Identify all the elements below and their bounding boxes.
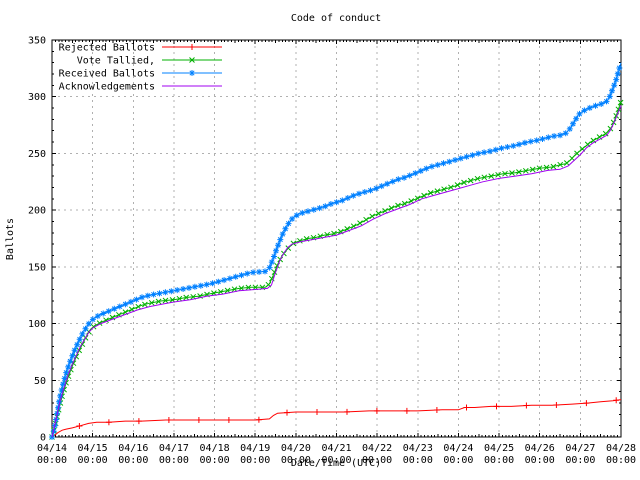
x-tick-time: 00:00 xyxy=(362,455,392,466)
x-tick-time: 00:00 xyxy=(118,455,148,466)
x-tick-date: 04/28 xyxy=(606,443,636,454)
legend-marker-icon-0 xyxy=(189,44,195,50)
legend: Rejected Ballots Vote Tallied, Received Ba… xyxy=(59,43,222,93)
x-tick-time: 00:00 xyxy=(200,455,230,466)
x-tick-time: 00:00 xyxy=(606,455,636,466)
x-tick-time: 00:00 xyxy=(565,455,595,466)
axis-tick-labels: 04/1400:0004/1500:0004/1600:0004/1700:00… xyxy=(28,36,636,467)
x-tick-date: 04/20 xyxy=(281,443,311,454)
y-tick-label: 100 xyxy=(28,319,46,330)
series-line-3 xyxy=(51,105,622,438)
x-tick-time: 00:00 xyxy=(321,455,351,466)
x-axis-label: Date/Time (UTC) xyxy=(291,458,381,469)
legend-label-2: Received Ballots xyxy=(59,69,155,80)
x-tick-date: 04/14 xyxy=(37,443,67,454)
legend-label-0: Rejected Ballots xyxy=(59,43,155,54)
plot-border xyxy=(51,39,622,438)
legend-marker-icon-2 xyxy=(189,70,195,76)
x-tick-time: 00:00 xyxy=(78,455,108,466)
x-tick-time: 00:00 xyxy=(525,455,555,466)
data-series xyxy=(49,62,624,440)
x-tick-date: 04/15 xyxy=(78,443,108,454)
y-tick-label: 200 xyxy=(28,206,46,217)
y-tick-label: 350 xyxy=(28,36,46,47)
x-tick-date: 04/25 xyxy=(484,443,514,454)
x-tick-date: 04/27 xyxy=(565,443,595,454)
x-tick-date: 04/21 xyxy=(321,443,351,454)
x-tick-time: 00:00 xyxy=(484,455,514,466)
y-axis-label: Ballots xyxy=(5,218,16,260)
y-tick-label: 50 xyxy=(34,376,46,387)
y-tick-label: 0 xyxy=(40,433,46,444)
x-tick-time: 00:00 xyxy=(240,455,270,466)
y-tick-label: 250 xyxy=(28,149,46,160)
legend-label-3: Acknowledgements xyxy=(59,82,155,93)
legend-label-1: Vote Tallied, xyxy=(77,56,155,67)
chart-title: Code of conduct xyxy=(291,13,381,24)
x-tick-date: 04/18 xyxy=(200,443,230,454)
x-tick-time: 00:00 xyxy=(281,455,311,466)
grid-lines xyxy=(52,40,621,437)
x-tick-date: 04/22 xyxy=(362,443,392,454)
x-tick-date: 04/23 xyxy=(403,443,433,454)
y-tick-label: 300 xyxy=(28,92,46,103)
series-markers-2 xyxy=(49,65,623,440)
legend-marker-icon-1 xyxy=(189,57,195,63)
x-tick-time: 00:00 xyxy=(443,455,473,466)
x-tick-date: 04/19 xyxy=(240,443,270,454)
x-tick-time: 00:00 xyxy=(159,455,189,466)
series-markers-0 xyxy=(49,397,620,440)
x-tick-date: 04/24 xyxy=(443,443,473,454)
y-tick-label: 150 xyxy=(28,262,46,273)
x-tick-time: 00:00 xyxy=(37,455,67,466)
x-tick-time: 00:00 xyxy=(403,455,433,466)
x-tick-date: 04/26 xyxy=(525,443,555,454)
x-tick-date: 04/16 xyxy=(118,443,148,454)
x-tick-date: 04/17 xyxy=(159,443,189,454)
